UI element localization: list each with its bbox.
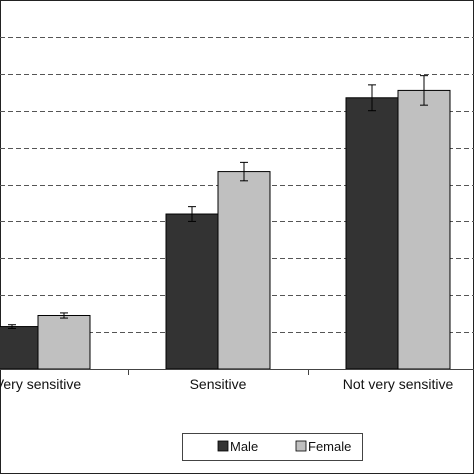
legend-box <box>182 433 363 461</box>
bar-male-1 <box>165 213 219 370</box>
x-tick-label: Very sensitive <box>0 376 81 392</box>
legend-swatch-female <box>295 440 307 452</box>
x-tick-label: Not very sensitive <box>343 376 454 392</box>
bars <box>0 75 451 370</box>
x-tick-label: Sensitive <box>190 376 247 392</box>
bar-female-1 <box>217 171 271 370</box>
x-axis-labels: Very sensitive Sensitive Not very sensitiv… <box>0 376 453 392</box>
legend-label-female: Female <box>308 439 351 454</box>
legend-swatch-male <box>217 440 229 452</box>
bar-male-2 <box>345 97 399 370</box>
bar-male-0 <box>0 326 39 370</box>
bar-female-2 <box>397 89 451 370</box>
legend: Male Female <box>182 433 363 461</box>
legend-label-male: Male <box>230 439 258 454</box>
x-axis-ticks <box>128 369 309 375</box>
bar-female-0 <box>37 314 91 370</box>
